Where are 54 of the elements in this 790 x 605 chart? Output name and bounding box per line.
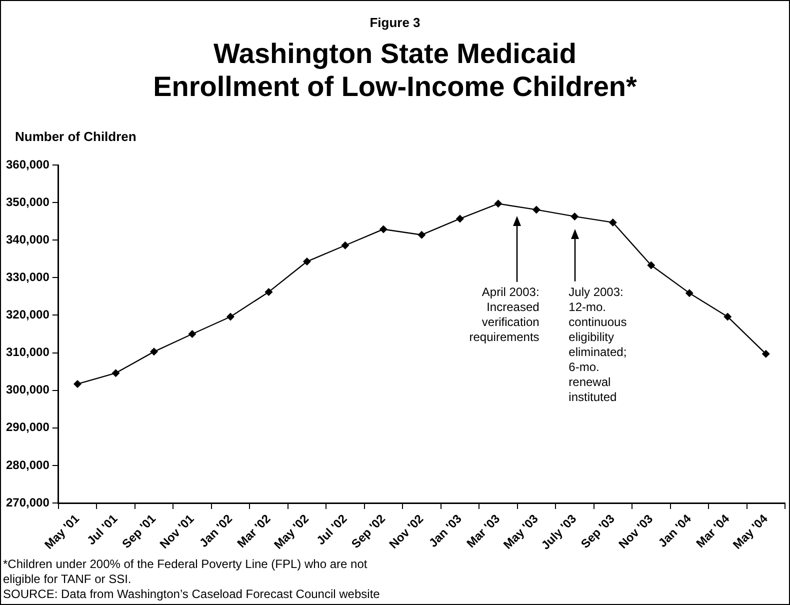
x-tick-label: Jul '01 [84, 511, 120, 548]
point [647, 261, 656, 270]
annotation: April 2003: Increased verification requirements [469, 284, 540, 344]
x-tick-label: Jan '02 [196, 511, 236, 550]
x-tick-label: Jul '02 [314, 511, 350, 548]
x-tick-label: Sep '01 [119, 511, 159, 551]
x-tick-label: Sep '02 [348, 511, 388, 551]
point [724, 312, 732, 321]
x-tick-label: Nov '03 [616, 511, 656, 552]
x-tick-label: Jan '03 [426, 511, 465, 550]
x-tick-label: May '02 [271, 511, 312, 552]
annotation: July 2003: 12-mo. continuous eligibility eliminated; 6-mo. renewal instituted [568, 284, 627, 404]
x-tick-label: Mar '04 [693, 511, 732, 550]
y-tick-label: 360,000 [6, 157, 50, 172]
y-tick-label: 310,000 [6, 345, 50, 360]
point [74, 380, 82, 388]
point [341, 241, 350, 250]
y-tick-label: 300,000 [6, 382, 50, 397]
point [302, 258, 311, 266]
y-tick-label: 340,000 [6, 232, 50, 246]
x-tick-label: May '03 [500, 511, 542, 552]
x-tick-label: May '04 [730, 511, 771, 552]
point [494, 200, 502, 208]
y-tick-label: 270,000 [6, 495, 50, 510]
point [456, 214, 464, 223]
point [112, 369, 120, 378]
y-axis-title: Number of Children [15, 129, 136, 144]
x-tick-label: Nov '02 [386, 511, 426, 552]
point [418, 230, 426, 239]
point [226, 312, 234, 321]
y-tick-label: 290,000 [6, 420, 50, 434]
y-tick-label: 350,000 [6, 194, 50, 209]
x-tick-label: Mar '03 [464, 511, 503, 550]
chart-title: Washington State Medicaid Enrollment of Low-Income Children* [152, 37, 638, 103]
point [685, 289, 694, 298]
chart-subtitle: Figure 3 [368, 15, 422, 30]
point [532, 206, 540, 214]
point [379, 225, 388, 234]
point [570, 212, 579, 220]
point [264, 288, 273, 296]
source-note: SOURCE: Data from Washington’s Caseload Forecast Council website [3, 587, 380, 601]
x-tick-label: Mar '02 [234, 511, 274, 550]
y-tick-label: 330,000 [6, 270, 50, 284]
x-tick-label: Jan '04 [656, 511, 694, 550]
x-tick-label: Sep '03 [578, 511, 618, 551]
x-tick-label: May '01 [42, 511, 82, 552]
point [608, 218, 617, 226]
y-tick-label: 280,000 [6, 458, 50, 472]
text: *Children under 200% of the Federal Poverty Line (FPL) who are not eligible for TANF or SSI. [3, 557, 368, 586]
point [188, 330, 196, 338]
x-tick-label: Nov '01 [156, 511, 197, 552]
point [150, 348, 158, 356]
point [762, 350, 770, 358]
y-tick-label: 320,000 [6, 308, 50, 322]
